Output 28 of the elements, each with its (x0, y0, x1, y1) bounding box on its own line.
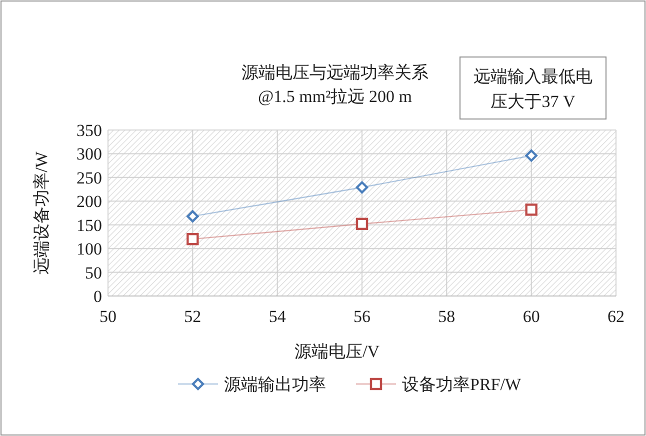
y-tick-label: 100 (76, 240, 102, 259)
y-tick-label: 200 (76, 192, 102, 212)
x-tick-label: 50 (100, 307, 116, 326)
y-tick-label: 50 (85, 263, 102, 282)
point (525, 150, 538, 162)
point (186, 210, 199, 222)
legend-label: 设备功率PRF/W (402, 375, 522, 394)
x-tick-label: 56 (354, 307, 370, 326)
x-tick-label: 54 (268, 307, 286, 326)
x-tick-label: 52 (184, 307, 202, 326)
point (186, 232, 199, 246)
y-tick-label: 300 (76, 144, 102, 164)
y-axis-title: 远端设备功率/W (32, 150, 51, 274)
y-tick-label: 0 (94, 287, 102, 306)
legend-label: 源端输出功率 (224, 375, 326, 394)
x-axis-title: 源端电压/V (294, 342, 380, 361)
x-tick-label: 60 (522, 307, 540, 326)
point (525, 204, 538, 216)
point (356, 181, 368, 194)
y-tick-label: 150 (76, 216, 102, 235)
x-tick-label: 58 (438, 307, 456, 326)
annotation: 远端输入最低电压大于37 V (460, 56, 606, 120)
x-tick-label: 62 (608, 307, 624, 326)
chart-title: 源端电压与远端功率关系 (242, 63, 428, 82)
y-tick-label: 350 (76, 121, 102, 140)
y-tick-label: 250 (76, 168, 102, 188)
chart-subtitle: @1.5 mm²拉远 200 m (258, 87, 412, 106)
point (356, 218, 368, 230)
